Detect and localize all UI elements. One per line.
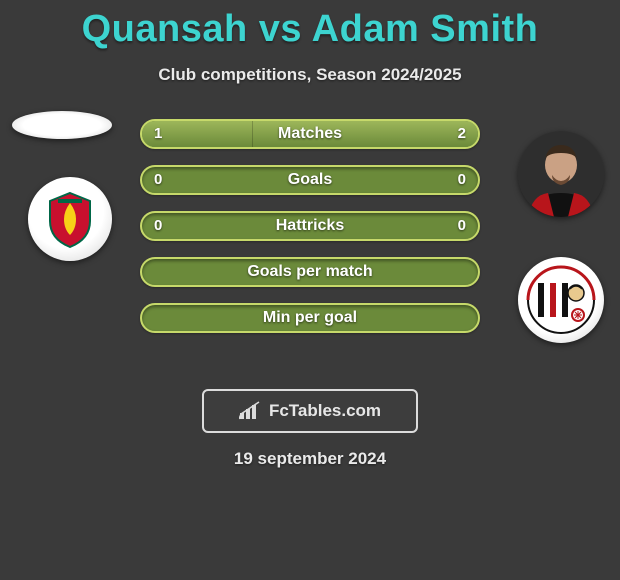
stat-label: Min per goal [142,305,478,331]
bar-chart-icon [239,401,263,421]
player-photo-icon [518,131,604,217]
stat-label: Matches [142,121,478,147]
stat-label: Hattricks [142,213,478,239]
player-right-avatar [518,131,604,217]
liverpool-crest-icon [40,189,100,249]
footer-date: 19 september 2024 [0,449,620,469]
stat-value-right: 0 [458,167,466,193]
stat-value-right: 0 [458,213,466,239]
bournemouth-crest-icon [526,265,596,335]
stat-bars: 1 Matches 2 0 Goals 0 0 Hattricks 0 Goal… [140,119,480,349]
stat-row-goals: 0 Goals 0 [140,165,480,195]
stat-label: Goals per match [142,259,478,285]
stat-row-hattricks: 0 Hattricks 0 [140,211,480,241]
comparison-panel: 1 Matches 2 0 Goals 0 0 Hattricks 0 Goal… [0,119,620,379]
stat-value-right: 2 [458,121,466,147]
stat-row-goals-per-match: Goals per match [140,257,480,287]
stat-row-min-per-goal: Min per goal [140,303,480,333]
page-title: Quansah vs Adam Smith [0,0,620,51]
subtitle: Club competitions, Season 2024/2025 [0,65,620,85]
watermark-badge: FcTables.com [202,389,418,433]
club-right-crest [518,257,604,343]
club-left-crest [28,177,112,261]
stat-label: Goals [142,167,478,193]
stat-row-matches: 1 Matches 2 [140,119,480,149]
watermark-text: FcTables.com [269,401,381,421]
player-left-avatar [12,111,112,139]
